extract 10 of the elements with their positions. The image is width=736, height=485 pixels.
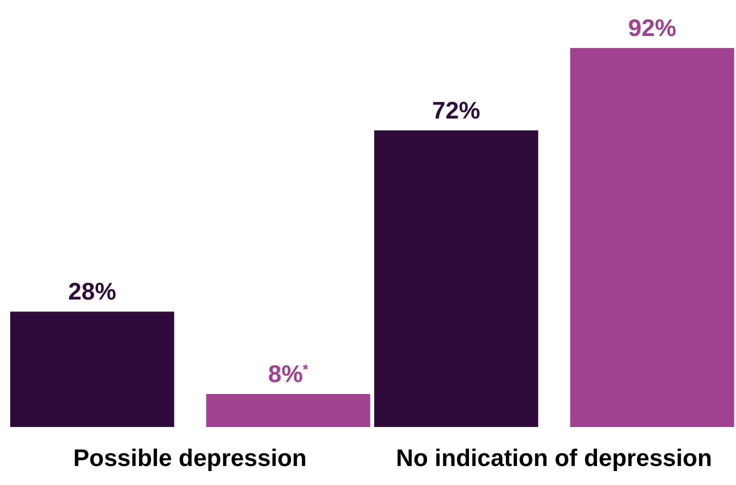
data-label: 8%$^{*}$ [268,361,309,388]
data-label: 92% [628,15,676,42]
bar [374,130,538,427]
data-label: 72% [432,97,480,124]
x-tick-label: Possible depression [73,445,307,472]
data-label: 28% [68,278,116,306]
bar [206,394,370,427]
bar [10,312,174,427]
x-tick-label: No indication of depression [396,445,712,472]
bar [570,48,734,427]
